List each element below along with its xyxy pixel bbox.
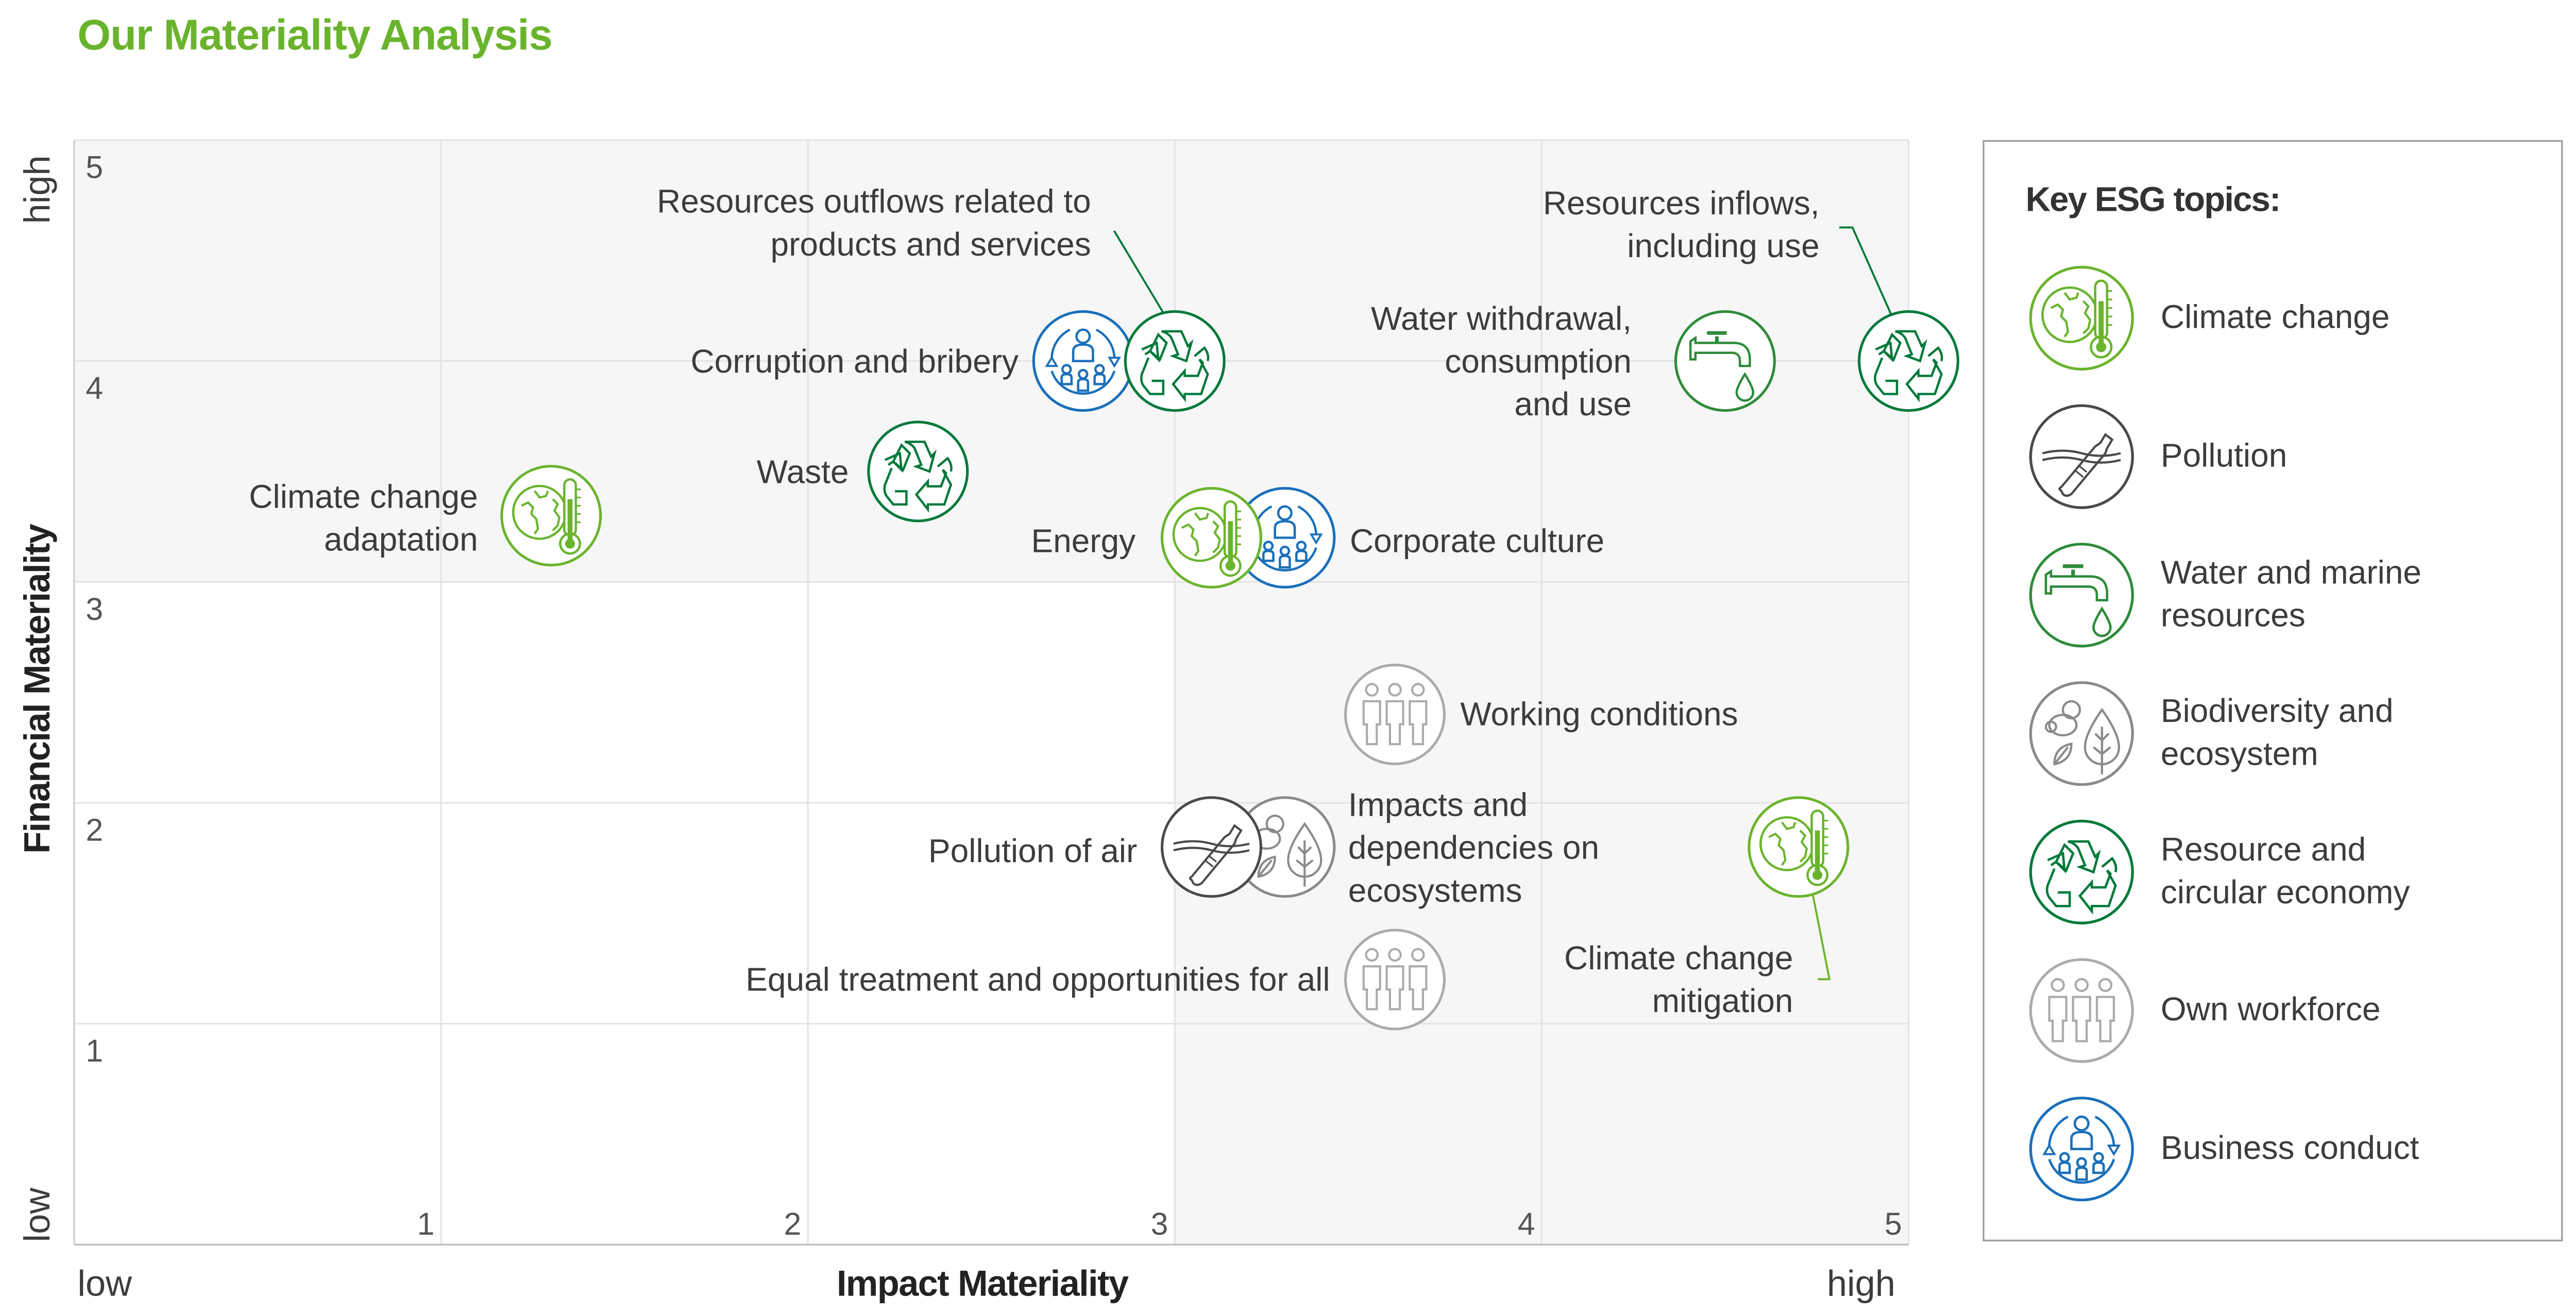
legend-item-climate: Climate change (2027, 264, 2390, 373)
data-label: Impacts and dependencies on ecosystems (1348, 786, 1599, 909)
page-title: Our Materiality Analysis (77, 10, 552, 60)
legend: Key ESG topics: Climate change Pollution W… (1982, 140, 2563, 1241)
y-tick-label: 1 (86, 1033, 103, 1068)
data-label: Climate change mitigation (1564, 939, 1793, 1019)
data-label: Corporate culture (1350, 523, 1604, 560)
legend-item-label: Biodiversity and ecosystem (2160, 694, 2394, 773)
legend-item-label: Business conduct (2160, 1131, 2419, 1167)
y-tick-label: 5 (86, 149, 103, 184)
y-axis-title: Financial Materiality (16, 524, 57, 853)
legend-item-label: Climate change (2160, 300, 2390, 337)
bottle-in-water-icon (2027, 402, 2136, 511)
legend-item-label: Water and marine resources (2160, 556, 2422, 635)
legend-item-workforce: Own workforce (2027, 958, 2381, 1064)
y-tick-label: 3 (86, 592, 103, 627)
data-label: Corruption and bribery (690, 343, 1018, 380)
data-point-workforce-icon (1346, 665, 1445, 764)
x-tick-label: 5 (1885, 1206, 1902, 1241)
x-high-label: high (1827, 1263, 1895, 1303)
data-point-climate-icon (1749, 798, 1848, 897)
x-tick-label: 3 (1151, 1206, 1168, 1241)
leader-line (1113, 230, 1165, 314)
legend-title: Key ESG topics: (2025, 181, 2281, 220)
data-label: Waste (757, 453, 849, 490)
data-point-business-icon (1033, 312, 1132, 411)
data-point-pollution-icon (1162, 798, 1261, 897)
data-label: Energy (1031, 523, 1136, 560)
y-low-label: low (16, 1188, 57, 1242)
data-label: Working conditions (1460, 696, 1738, 733)
legend-item-label: Pollution (2160, 438, 2287, 475)
y-tick-label: 2 (86, 812, 103, 847)
materiality-chart: 1 2 3 4 5 1 2 3 4 5 Climate change adaptation Waste… (16, 139, 1978, 1303)
x-tick-label: 1 (417, 1206, 434, 1241)
data-point-resource-icon (1859, 312, 1958, 411)
data-label: Resources inflows, including use (1543, 184, 1820, 264)
bee-leaf-icon (2027, 679, 2136, 788)
y-tick-label: 4 (86, 371, 103, 406)
data-label: Equal treatment and opportunities for al… (745, 961, 1330, 998)
data-point-climate-icon (1162, 489, 1261, 587)
data-label: Water withdrawal, consumption and use (1371, 300, 1632, 423)
legend-item-label: Resource and circular economy (2160, 832, 2410, 912)
globe-thermometer-icon (2027, 264, 2136, 373)
x-tick-label: 4 (1518, 1206, 1535, 1241)
legend-item-biodiversity: Biodiversity and ecosystem (2027, 681, 2394, 786)
water-tap-icon (2027, 541, 2136, 649)
legend-item-label: Own workforce (2160, 992, 2381, 1029)
x-low-label: low (77, 1263, 132, 1303)
data-point-workforce-icon (1346, 930, 1445, 1029)
legend-item-business: Business conduct (2027, 1096, 2419, 1202)
legend-item-water: Water and marine resources (2027, 542, 2421, 648)
legend-item-resource: Resource and circular economy (2027, 819, 2410, 925)
data-point-resource-icon (869, 422, 968, 521)
leader-line (1839, 226, 1893, 317)
x-tick-label: 2 (784, 1206, 802, 1241)
people-cycle-icon (2027, 1095, 2136, 1203)
legend-item-pollution: Pollution (2027, 404, 2287, 510)
data-label: Pollution of air (928, 832, 1137, 869)
leader-line (1812, 895, 1831, 981)
data-point-water-icon (1675, 312, 1774, 411)
x-axis-title: Impact Materiality (837, 1263, 1129, 1303)
data-label: Resources outflows related to products an… (657, 183, 1091, 263)
data-point-climate-icon (502, 466, 601, 565)
y-high-label: high (16, 155, 57, 224)
recycle-icon (2027, 818, 2136, 927)
data-label: Climate change adaptation (249, 478, 478, 558)
workers-icon (2027, 956, 2136, 1065)
data-point-resource-icon (1125, 312, 1224, 411)
